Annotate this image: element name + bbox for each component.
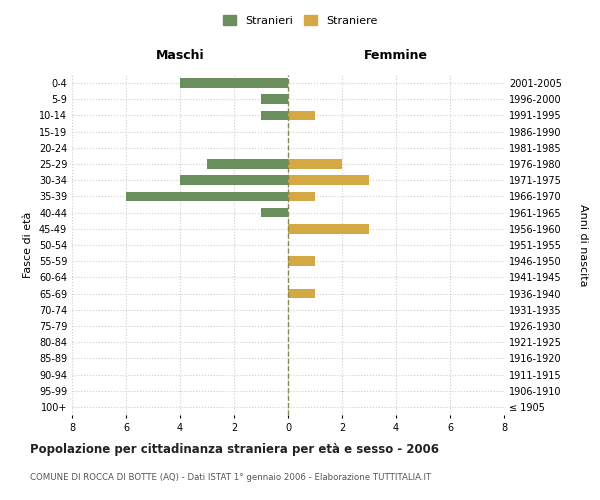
Bar [126, 192, 288, 202]
Bar [288, 176, 369, 185]
Bar [288, 110, 315, 120]
Text: COMUNE DI ROCCA DI BOTTE (AQ) - Dati ISTAT 1° gennaio 2006 - Elaborazione TUTTIT: COMUNE DI ROCCA DI BOTTE (AQ) - Dati IST… [30, 472, 431, 482]
Bar [261, 110, 288, 120]
Text: Maschi: Maschi [155, 49, 205, 62]
Legend: Stranieri, Straniere: Stranieri, Straniere [218, 10, 382, 30]
Bar [288, 288, 315, 298]
Y-axis label: Fasce di età: Fasce di età [23, 212, 33, 278]
Bar [288, 159, 342, 169]
Text: Femmine: Femmine [364, 49, 428, 62]
Bar [261, 94, 288, 104]
Bar [288, 192, 315, 202]
Bar [180, 78, 288, 88]
Bar [288, 256, 315, 266]
Text: Popolazione per cittadinanza straniera per età e sesso - 2006: Popolazione per cittadinanza straniera p… [30, 442, 439, 456]
Bar [207, 159, 288, 169]
Y-axis label: Anni di nascita: Anni di nascita [578, 204, 589, 286]
Bar [261, 208, 288, 218]
Bar [288, 224, 369, 234]
Bar [180, 176, 288, 185]
